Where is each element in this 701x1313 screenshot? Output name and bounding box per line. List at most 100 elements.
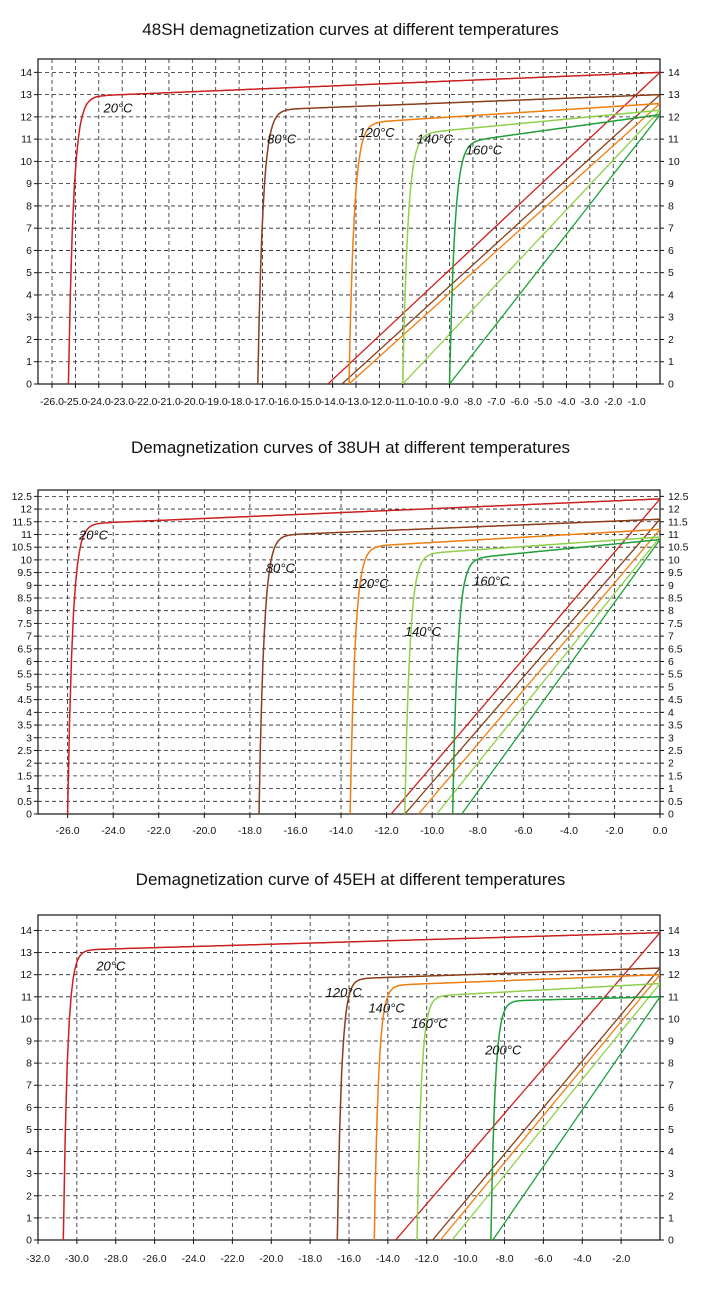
y-tick-label-left: 1 <box>26 356 32 368</box>
series-normal-line <box>436 536 660 814</box>
series-120c <box>336 967 660 1240</box>
y-tick-label-right: 2 <box>668 758 674 770</box>
x-tick-label: -3.0 <box>581 396 599 408</box>
y-tick-label-left: 11 <box>21 134 32 146</box>
plot-frame <box>37 489 661 815</box>
series-160c <box>416 982 660 1240</box>
series-curve <box>349 528 660 814</box>
x-tick-label: -8.0 <box>464 396 482 408</box>
x-tick-label: -18.0 <box>298 1253 322 1265</box>
y-tick-label-left: 12 <box>20 504 32 516</box>
y-tick-label-left: 3 <box>26 732 32 744</box>
y-tick-label-left: 0 <box>26 809 32 821</box>
y-tick-label-left: 4 <box>26 289 32 301</box>
series-label: 120°C <box>326 985 363 1000</box>
series-curve <box>258 518 660 814</box>
series-curve <box>404 536 660 814</box>
x-tick-label: -14.0 <box>329 825 353 837</box>
series-label: 140°C <box>417 132 454 147</box>
y-tick-label-right: 7 <box>668 223 674 235</box>
series-normal-line <box>432 967 660 1240</box>
chart-title: Demagnetization curves of 38UH at differ… <box>131 438 570 457</box>
x-tick-label: -18.0 <box>238 825 262 837</box>
y-tick-label-left: 3 <box>26 1168 32 1180</box>
y-tick-label-right: 9 <box>668 1036 674 1048</box>
y-tick-label-left: 10 <box>20 554 32 566</box>
y-tick-label-right: 11.5 <box>668 516 688 528</box>
x-tick-label: -12.0 <box>367 396 391 408</box>
y-tick-label-left: 7 <box>26 223 32 235</box>
y-tick-label-right: 9 <box>668 178 674 190</box>
series-normal-line <box>492 996 660 1240</box>
series-curve <box>448 113 660 384</box>
x-tick-label: -7.0 <box>487 396 505 408</box>
x-tick-label: -10.0 <box>414 396 438 408</box>
series-curve <box>402 109 660 384</box>
y-tick-label-right: 12 <box>668 969 680 981</box>
y-tick-label-right: 6 <box>668 245 674 257</box>
y-tick-label-left: 6 <box>26 245 32 257</box>
x-tick-label: -13.0 <box>344 396 368 408</box>
x-tick-label: -18.0 <box>227 396 251 408</box>
x-tick-label: -4.0 <box>573 1253 591 1265</box>
series-curve <box>66 498 660 814</box>
x-tick-label: -14.0 <box>321 396 345 408</box>
x-tick-label: -9.0 <box>441 396 459 408</box>
x-tick-label: -32.0 <box>26 1253 50 1265</box>
x-tick-label: -30.0 <box>65 1253 89 1265</box>
x-tick-label: -2.0 <box>605 825 623 837</box>
y-tick-label-right: 9.5 <box>668 567 683 579</box>
x-tick-label: -10.0 <box>454 1253 478 1265</box>
y-tick-label-right: 7.5 <box>668 618 683 630</box>
y-tick-label-right: 8 <box>668 200 674 212</box>
y-tick-label-left: 4.5 <box>17 694 32 706</box>
y-tick-label-right: 3 <box>668 1168 674 1180</box>
y-tick-label-right: 11 <box>668 991 679 1003</box>
y-tick-label-right: 8.5 <box>668 593 683 605</box>
x-tick-label: -16.0 <box>337 1253 361 1265</box>
series-label: 160°C <box>466 143 503 158</box>
series-label: 120°C <box>352 576 389 591</box>
series-20c <box>67 71 660 384</box>
y-tick-label-left: 6 <box>26 656 32 668</box>
series-label: 80°C <box>267 132 297 147</box>
series-label: 160°C <box>411 1016 448 1031</box>
y-tick-label-right: 12 <box>668 504 680 516</box>
chart-title: 48SH demagnetization curves at different… <box>142 20 558 39</box>
x-tick-label: -4.0 <box>557 396 575 408</box>
series-normal-line <box>461 539 660 814</box>
x-tick-label: -14.0 <box>376 1253 400 1265</box>
series-curve <box>348 102 660 384</box>
x-tick-label: -19.0 <box>204 396 228 408</box>
x-tick-label: -20.0 <box>192 825 216 837</box>
y-tick-label-left: 9 <box>26 580 32 592</box>
y-tick-label-left: 9 <box>26 178 32 190</box>
y-tick-label-right: 6 <box>668 1102 674 1114</box>
x-tick-label: -8.0 <box>469 825 487 837</box>
x-tick-label: -4.0 <box>560 825 578 837</box>
x-tick-label: -2.0 <box>604 396 622 408</box>
x-tick-label: -6.0 <box>534 1253 552 1265</box>
y-tick-label-right: 0 <box>668 1235 674 1247</box>
y-tick-label-left: 5 <box>26 267 32 279</box>
y-tick-label-right: 6.5 <box>668 643 683 655</box>
x-tick-label: -23.0 <box>110 396 134 408</box>
y-tick-label-left: 8 <box>26 1058 32 1070</box>
y-tick-label-right: 8 <box>668 1058 674 1070</box>
x-tick-label: -5.0 <box>534 396 552 408</box>
y-tick-label-left: 7 <box>26 631 32 643</box>
y-tick-label-right: 5 <box>668 267 674 279</box>
series-curve <box>451 538 660 814</box>
series-normal-line <box>390 498 660 814</box>
y-tick-label-right: 5 <box>668 1124 674 1136</box>
y-tick-label-left: 4 <box>26 1146 32 1158</box>
series-normal-line <box>327 71 660 384</box>
series-normal-line <box>341 94 660 384</box>
y-tick-label-right: 5 <box>668 681 674 693</box>
y-tick-label-left: 2 <box>26 334 32 346</box>
y-tick-label-right: 14 <box>668 67 680 79</box>
x-tick-label: -22.0 <box>147 825 171 837</box>
y-tick-label-left: 8.5 <box>17 593 32 605</box>
y-tick-label-right: 10 <box>668 1013 680 1025</box>
